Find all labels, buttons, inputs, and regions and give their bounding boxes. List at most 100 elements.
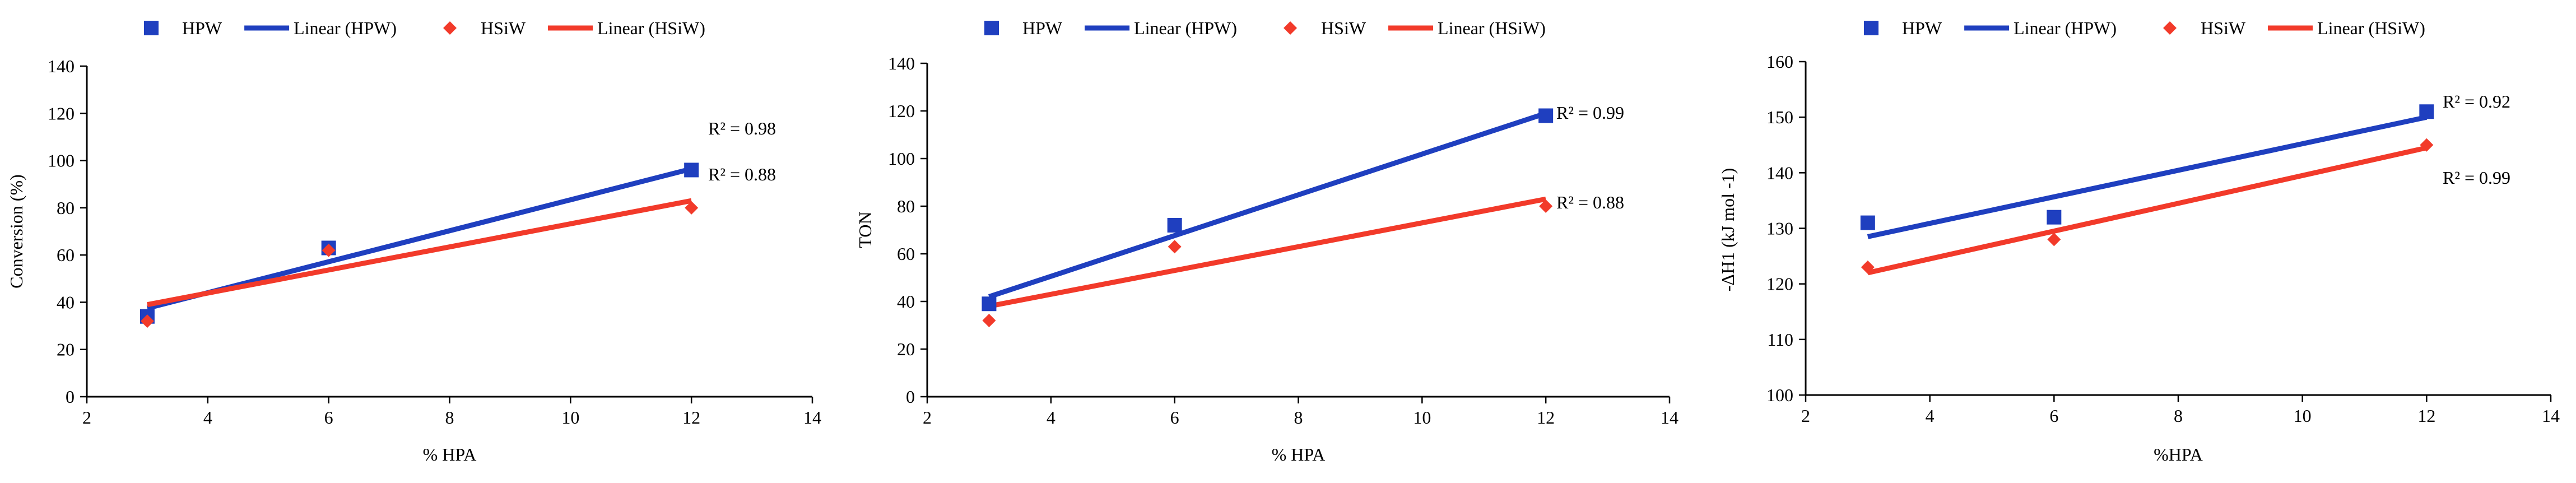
y-tick-label: 160 [1766,52,1793,72]
y-tick-label: 60 [57,245,75,265]
chart-svg: 0 20 40 60 80 100 120 140 2 4 6 8 10 12 14 % HPA Convers… [6,18,821,465]
x-tick-label: 2 [923,407,932,428]
x-tick-label: 12 [2417,406,2435,426]
y-tick-label: 140 [1766,162,1793,183]
data-point [1168,240,1182,254]
y-tick-label: 120 [1766,274,1793,294]
x-tick-label: 10 [561,407,579,428]
y-tick-label: 140 [48,56,75,76]
y-tick-label: 20 [897,339,915,359]
data-point [1860,215,1875,230]
legend-marker [443,21,457,35]
x-tick-label: 6 [1170,407,1179,428]
legend-label: HSiW [2201,18,2246,38]
data-point [684,162,699,178]
r2-label: R² = 0.92 [2443,91,2510,112]
y-tick-label: 80 [897,196,915,216]
x-axis-label: % HPA [423,444,477,465]
y-tick-label: 100 [1766,385,1793,405]
legend-label: Linear (HSiW) [1438,18,1546,38]
r2-label: R² = 0.99 [2443,168,2510,188]
x-tick-label: 14 [1661,407,1678,428]
data-point [2047,233,2061,247]
legend-label: Linear (HSiW) [2317,18,2425,38]
y-tick-label: 120 [888,101,915,121]
legend-marker [2163,21,2177,35]
y-axis-label: -ΔH1 (kJ mol -1) [1718,168,1738,292]
x-tick-label: 6 [324,407,333,428]
trendline [988,110,1547,299]
x-tick-label: 4 [1047,407,1055,428]
y-tick-label: 20 [57,340,75,360]
legend-marker [984,21,999,35]
conversion-chart: 0 20 40 60 80 100 120 140 2 4 6 8 10 12 14 % HPA Convers… [0,0,857,483]
x-axis-label: %HPA [2154,444,2203,465]
x-tick-label: 8 [445,407,454,428]
trendline [988,196,1547,309]
x-axis-label: % HPA [1272,444,1326,465]
y-tick-label: 100 [888,148,915,169]
r2-label: R² = 0.98 [708,118,776,138]
x-tick-label: 14 [2542,406,2560,426]
x-tick-label: 10 [1413,407,1431,428]
legend-marker [1864,21,1878,35]
data-point [1539,199,1553,213]
ton-chart: 0 20 40 60 80 100 120 140 2 4 6 8 10 12 14 % HPA TON R² =… [857,0,1714,483]
trendline [147,198,692,308]
legend-label: HPW [1902,18,1942,38]
y-tick-label: 120 [48,103,75,123]
y-tick-label: 110 [1767,329,1793,350]
chart-svg: 100 110 120 130 140 150 160 2 4 6 8 10 12 14 %HPA -ΔH1 … [1718,18,2560,465]
enthalpy-chart: 100 110 120 130 140 150 160 2 4 6 8 10 12 14 %HPA -ΔH1 … [1714,0,2576,483]
y-tick-label: 0 [66,387,75,407]
legend-label: HPW [1022,18,1063,38]
r2-label: R² = 0.88 [708,164,776,184]
data-point [140,314,154,328]
y-tick-label: 150 [1766,107,1793,127]
data-point [982,314,996,327]
legend-marker [1284,21,1298,35]
data-point [982,296,997,312]
x-tick-label: 12 [682,407,700,428]
r2-label: R² = 0.99 [1556,103,1624,123]
legend-label: HSiW [481,18,526,38]
chart-svg: 0 20 40 60 80 100 120 140 2 4 6 8 10 12 14 % HPA TON R² =… [857,18,1678,465]
legend-label: HSiW [1321,18,1366,38]
y-tick-label: 130 [1766,219,1793,239]
x-tick-label: 8 [1294,407,1303,428]
x-tick-label: 8 [2174,406,2183,426]
data-point [2419,104,2434,119]
legend-label: Linear (HSiW) [597,18,705,38]
y-tick-label: 80 [57,198,75,218]
x-tick-label: 14 [803,407,821,428]
data-point [2420,138,2434,152]
r2-label: R² = 0.88 [1556,192,1624,212]
y-axis-label: Conversion (%) [6,174,26,289]
legend-label: Linear (HPW) [1134,18,1237,38]
y-axis-label: TON [857,211,875,248]
data-point [1538,108,1554,123]
legend-label: Linear (HPW) [294,18,397,38]
data-point [1861,260,1875,274]
x-tick-label: 2 [1801,406,1810,426]
legend-marker [144,21,159,35]
x-tick-label: 4 [203,407,212,428]
trendline [1867,145,2428,276]
data-point [685,201,699,215]
y-tick-label: 40 [897,291,915,312]
data-point [2047,210,2062,225]
y-tick-label: 40 [57,292,75,312]
y-tick-label: 60 [897,244,915,264]
data-point [1167,218,1182,233]
x-tick-label: 10 [2294,406,2312,426]
trendline [1867,114,2428,239]
legend-label: Linear (HPW) [2014,18,2117,38]
x-tick-label: 6 [2049,406,2058,426]
y-tick-label: 140 [888,53,915,73]
y-tick-label: 100 [48,151,75,171]
x-tick-label: 2 [82,407,91,428]
x-tick-label: 12 [1537,407,1555,428]
legend-label: HPW [182,18,222,38]
data-point [322,243,336,257]
y-tick-label: 0 [906,387,915,407]
